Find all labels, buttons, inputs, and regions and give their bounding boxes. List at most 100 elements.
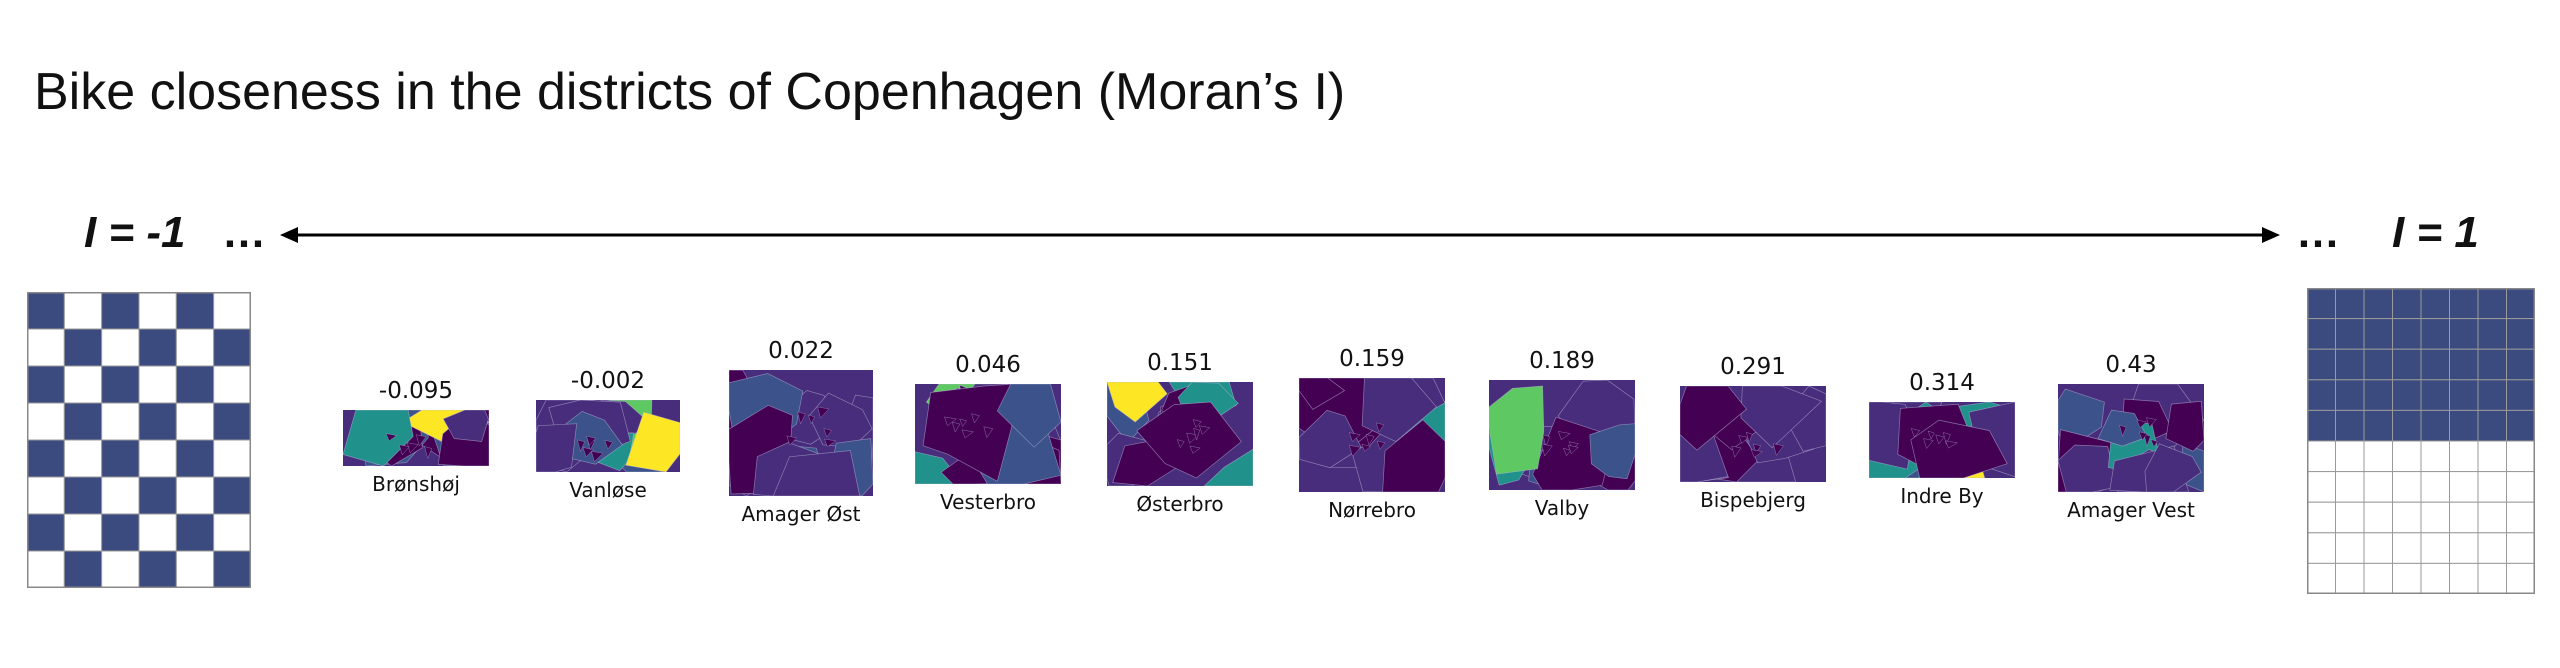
checker-cell (101, 402, 140, 441)
checker-cell (138, 328, 177, 367)
clustered-cell (2307, 379, 2336, 411)
voronoi-cell (625, 411, 680, 472)
clustered-grid (2307, 288, 2535, 594)
district-value: 0.43 (2105, 352, 2157, 378)
clustered-cell (2506, 562, 2535, 594)
checker-cell (101, 328, 140, 367)
clustered-cell (2363, 471, 2393, 503)
district-name: Vesterbro (940, 490, 1036, 514)
checker-cell (175, 402, 215, 441)
voronoi-cell (807, 414, 815, 425)
voronoi-cell (961, 429, 974, 439)
checker-cell (175, 328, 215, 367)
district-name: Amager Vest (2067, 498, 2195, 522)
clustered-cell (2335, 440, 2365, 473)
scale-arrow-left-head (280, 227, 298, 243)
clustered-cell (2420, 288, 2450, 320)
voronoi-cell (1376, 440, 1386, 450)
district-amager-vest: 0.43 Amager Vest (2044, 352, 2218, 522)
district-amager-ost: 0.022 Amager Øst (716, 338, 886, 526)
clustered-cell (2477, 318, 2507, 350)
checker-cell (27, 292, 65, 330)
voronoi-cell (442, 410, 489, 442)
clustered-cell (2307, 409, 2336, 442)
clustered-cell (2307, 471, 2336, 503)
checker-cell (27, 476, 65, 515)
clustered-cell (2420, 348, 2450, 381)
voronoi-cell (786, 435, 798, 446)
voronoi-cell (415, 434, 427, 447)
voronoi-cell (823, 438, 837, 447)
district-value: -0.095 (378, 378, 454, 404)
checker-cell (101, 513, 140, 552)
checker-cell (175, 439, 215, 478)
voronoi-cell (1740, 386, 1823, 449)
clustered-cell (2307, 440, 2336, 473)
clustered-cell (2477, 532, 2507, 564)
checker-cell (27, 439, 65, 478)
clustered-cell (2392, 288, 2422, 320)
voronoi-cell (1910, 428, 1921, 438)
voronoi-cell (604, 439, 614, 450)
scale-arrow (280, 227, 2280, 243)
clustered-cell (2335, 471, 2365, 503)
voronoi-cell (1107, 382, 1168, 423)
clustered-cell (2477, 440, 2507, 473)
district-name: Indre By (1900, 484, 1984, 508)
voronoi-cell (343, 410, 414, 466)
checker-cell (27, 365, 65, 404)
scale-left-ellipsis: … (222, 208, 266, 257)
checker-cell (63, 365, 103, 404)
voronoi-cell (1203, 448, 1253, 486)
voronoi-cell (1945, 440, 1959, 449)
checker-cell (213, 513, 251, 552)
checker-cell (175, 292, 215, 330)
checker-cell (213, 328, 251, 367)
clustered-cell (2363, 501, 2393, 534)
clustered-cell (2392, 532, 2422, 564)
clustered-cell (2420, 440, 2450, 473)
voronoi-cell (1489, 385, 1545, 475)
clustered-cell (2392, 318, 2422, 350)
district-voronoi-map (729, 370, 873, 496)
checker-cell (63, 328, 103, 367)
checker-cell (138, 476, 177, 515)
clustered-cell (2420, 318, 2450, 350)
district-value: 0.022 (768, 338, 834, 364)
voronoi-cell (536, 423, 578, 472)
checker-cell (175, 365, 215, 404)
voronoi-cell (1192, 419, 1202, 428)
voronoi-cell (1198, 425, 1211, 435)
district-valby: 0.189 Valby (1478, 348, 1646, 520)
clustered-cell (2335, 318, 2365, 350)
clustered-cell (2477, 501, 2507, 534)
clustered-cell (2363, 440, 2393, 473)
clustered-cell (2392, 440, 2422, 473)
voronoi-cell (944, 416, 957, 427)
voronoi-cell (1680, 386, 1747, 451)
voronoi-cell (398, 444, 410, 456)
clustered-cell (2449, 501, 2479, 534)
clustered-cell (2392, 348, 2422, 381)
checker-cell (63, 402, 103, 441)
clustered-cell (2392, 409, 2422, 442)
district-vanlose: -0.002 Vanløse (522, 368, 694, 502)
checker-cell (213, 476, 251, 515)
voronoi-cell (1731, 445, 1742, 458)
clustered-cell (2363, 288, 2393, 320)
district-name: Østerbro (1136, 492, 1224, 516)
clustered-cell (2420, 501, 2450, 534)
checker-cell (101, 439, 140, 478)
district-value: 0.046 (955, 352, 1021, 378)
voronoi-cell (1910, 419, 2008, 478)
voronoi-cell (951, 421, 961, 433)
voronoi-cell (586, 435, 597, 446)
voronoi-cell (1193, 427, 1201, 441)
clustered-cell (2449, 379, 2479, 411)
voronoi-cell (1541, 443, 1553, 457)
clustered-cell (2307, 532, 2336, 564)
district-osterbro: 0.151 Østerbro (1096, 350, 1264, 516)
clustered-cell (2506, 288, 2535, 320)
checker-cell (27, 402, 65, 441)
clustered-cell (2420, 471, 2450, 503)
